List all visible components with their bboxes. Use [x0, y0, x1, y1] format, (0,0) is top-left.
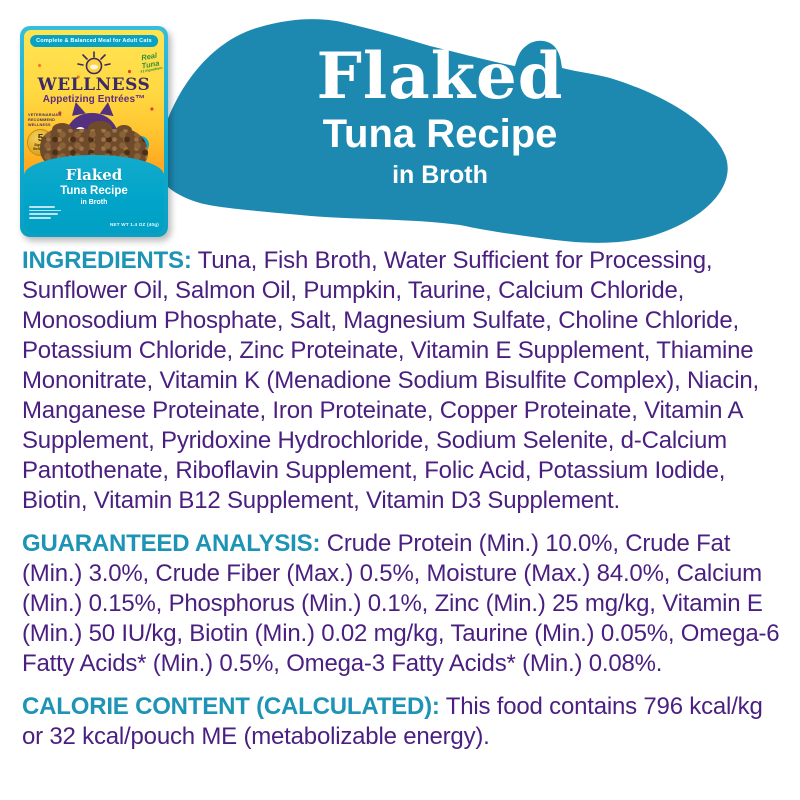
guaranteed-analysis-label: GUARANTEED ANALYSIS:: [22, 530, 321, 557]
pouch-product-name: Flaked: [65, 166, 123, 184]
pouch-banner: Complete & Balanced Meal for Adult Cats: [30, 35, 158, 47]
hero-blob: [148, 12, 738, 252]
confetti-decoration: [37, 63, 42, 68]
label-text-content: INGREDIENTS: Tuna, Fish Broth, Water Suf…: [22, 246, 785, 765]
guaranteed-analysis-paragraph: GUARANTEED ANALYSIS: Crude Protein (Min.…: [22, 529, 785, 679]
net-weight-text: NET WT 1.4 OZ (40g): [110, 222, 159, 227]
pouch-bottom-panel: Flaked Tuna Recipe in Broth NET WT 1.4 O…: [24, 155, 164, 233]
fine-print-lines: [29, 205, 63, 221]
sun-logo-icon: [76, 51, 112, 80]
hero-title: Flaked Tuna Recipe in Broth: [148, 44, 732, 190]
pouch-product-recipe: Tuna Recipe: [60, 185, 128, 197]
product-pouch-image: Complete & Balanced Meal for Adult Cats …: [20, 26, 168, 237]
ingredients-text: Tuna, Fish Broth, Water Sufficient for P…: [22, 247, 759, 514]
blob-shape-icon: [156, 19, 728, 243]
calorie-content-label: CALORIE CONTENT (CALCULATED):: [22, 693, 440, 720]
calorie-content-paragraph: CALORIE CONTENT (CALCULATED): This food …: [22, 692, 785, 752]
pouch-product-broth: in Broth: [80, 199, 108, 206]
hero-title-recipe: Tuna Recipe: [322, 112, 558, 157]
real-tuna-claim: Real Tuna #1 Ingredient: [137, 51, 163, 74]
confetti-decoration: [127, 69, 132, 74]
brand-wordmark: WELLNESS: [37, 75, 151, 95]
ingredients-paragraph: INGREDIENTS: Tuna, Fish Broth, Water Suf…: [22, 246, 785, 516]
vet-recommend-text: VETERINARIANS RECOMMEND WELLNESS: [28, 113, 62, 128]
calorie-content-text: This food contains 796 kcal/kg or 32 kca…: [22, 693, 763, 750]
guaranteed-analysis-text: Crude Protein (Min.) 10.0%, Crude Fat (M…: [22, 530, 780, 677]
pouch-front: Complete & Balanced Meal for Adult Cats …: [24, 30, 164, 233]
badge-number: 5: [37, 132, 44, 144]
hero-title-broth: in Broth: [392, 161, 488, 190]
ingredients-label: INGREDIENTS:: [22, 247, 192, 274]
hero-title-flaked: Flaked: [316, 39, 564, 114]
sub-brand-wordmark: Appetizing Entrées™: [42, 94, 146, 105]
